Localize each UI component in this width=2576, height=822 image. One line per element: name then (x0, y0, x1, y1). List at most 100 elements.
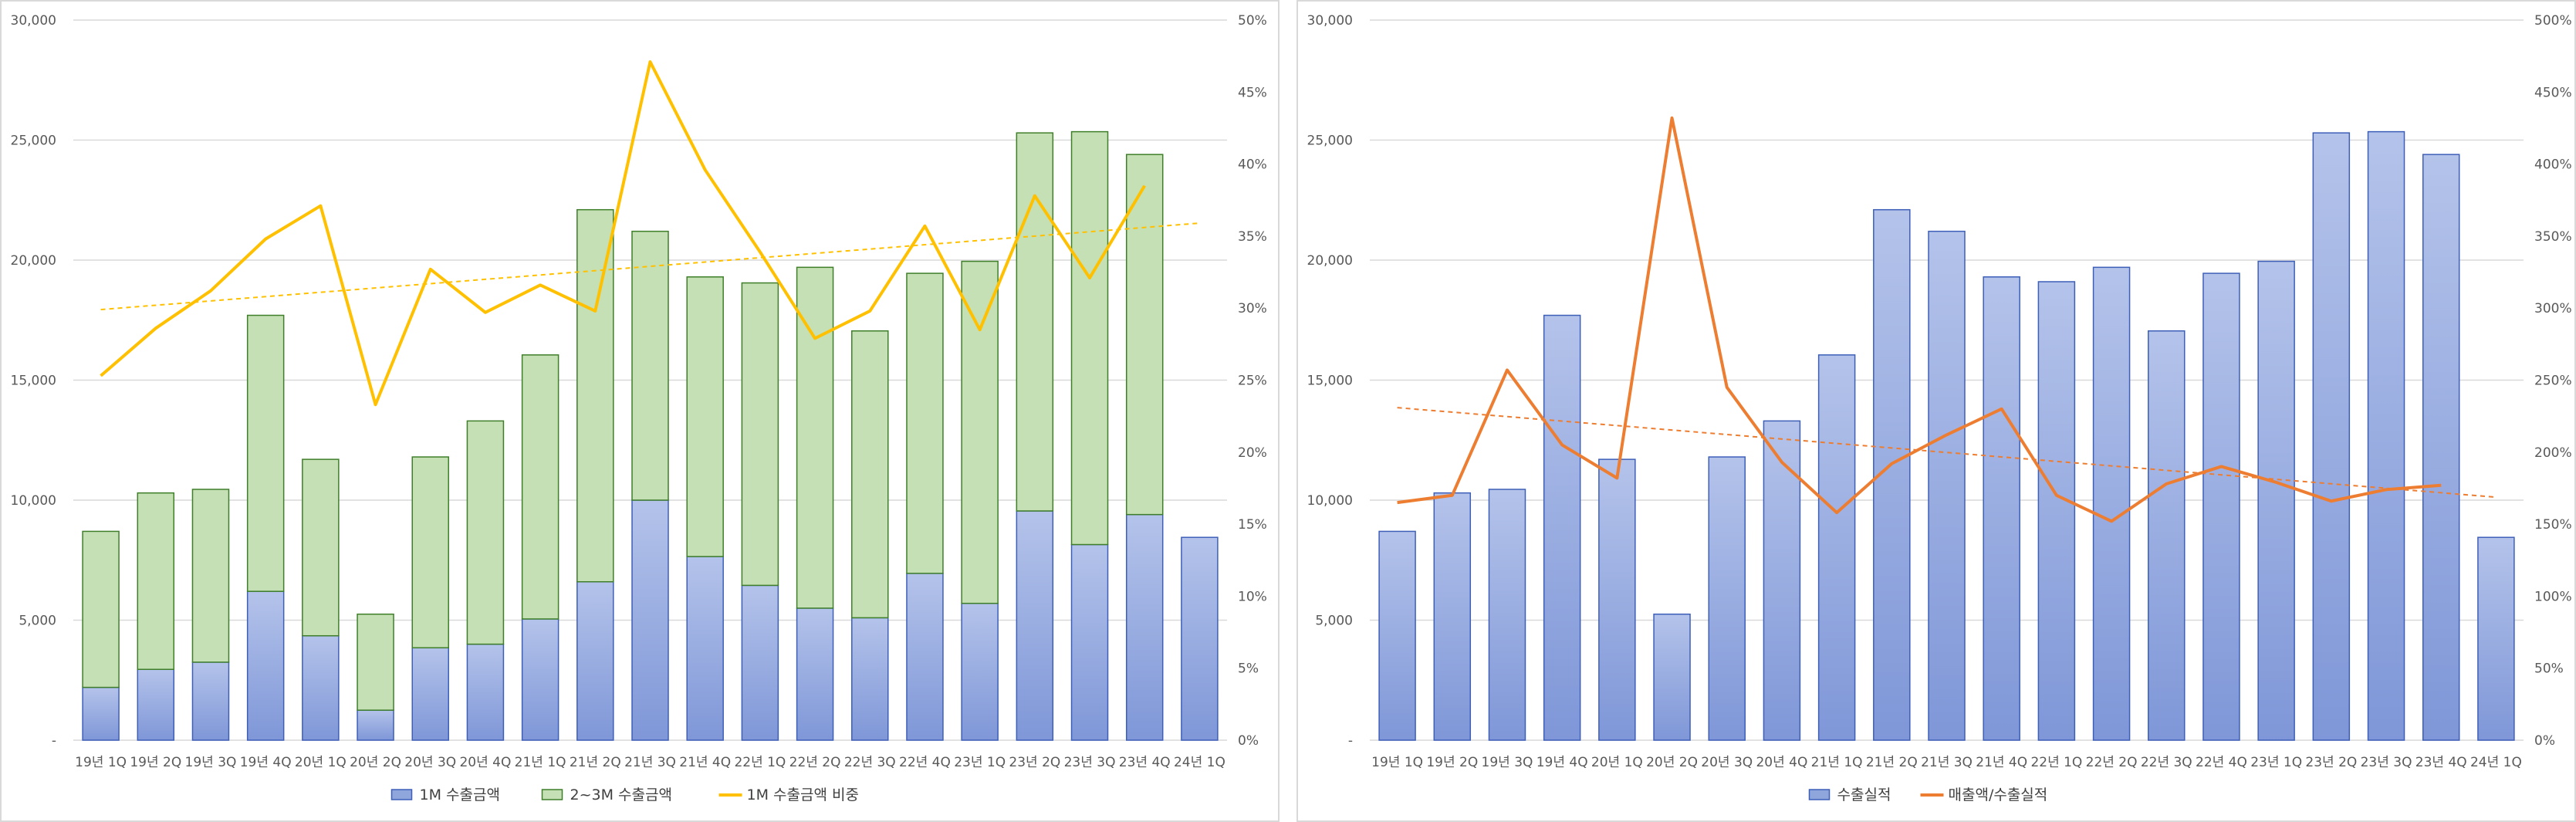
bar (191, 661, 230, 741)
y-left-tick-label: 10,000 (11, 493, 56, 509)
x-tick-label: 20년 3Q (1701, 755, 1753, 770)
y-right-tick-label: 500% (2534, 13, 2572, 29)
y-right-tick-label: 350% (2534, 229, 2572, 245)
legend: 1M 수출금액 2~3M 수출금액 1M 수출금액 비중 (390, 786, 859, 803)
y-right-tick-label: 300% (2534, 301, 2572, 316)
bar (411, 456, 449, 649)
bar (851, 330, 889, 619)
legend-label: 수출실적 (1837, 786, 1891, 803)
bar (631, 499, 669, 741)
y-right-tick-label: 400% (2534, 157, 2572, 173)
x-tick-label: 21년 4Q (1976, 755, 2027, 770)
y-left-tick-label: 10,000 (1307, 493, 1353, 509)
bar (2257, 260, 2295, 741)
x-tick-label: 22년 1Q (2030, 755, 2082, 770)
legend-label: 2~3M 수출금액 (570, 786, 672, 803)
y-right-tick-label: 100% (2534, 589, 2572, 604)
line-series (1397, 116, 2442, 523)
x-tick-label: 23년 3Q (2361, 755, 2412, 770)
x-tick-label: 22년 4Q (2196, 755, 2247, 770)
bar-series (82, 499, 1219, 741)
bar (466, 420, 505, 645)
left-chart-panel: - 5,000 10,000 15,000 20,000 25,000 30,000 0% 5%… (0, 0, 1280, 822)
bar (1125, 513, 1164, 741)
y-left-tick-label: 5,000 (19, 614, 56, 629)
y-left-tick-label: 30,000 (11, 13, 56, 29)
y-right-tick-label: 15% (1238, 517, 1267, 533)
legend-swatch (541, 789, 563, 800)
bar (961, 260, 999, 604)
bar (137, 492, 175, 671)
bar (1488, 489, 1526, 741)
bar (2092, 266, 2131, 741)
x-tick-label: 20년 3Q (404, 755, 456, 770)
bar (1181, 536, 1219, 741)
x-tick-label: 21년 3Q (624, 755, 676, 770)
bar (576, 580, 614, 741)
bar (1016, 510, 1054, 741)
bar (796, 607, 834, 741)
x-tick-label: 20년 2Q (350, 755, 401, 770)
bar (1070, 543, 1109, 741)
bar (82, 530, 120, 688)
y-right-tick-label: 0% (1238, 733, 1259, 749)
y-right-tick-label: 50% (2534, 661, 2564, 677)
bar (1016, 132, 1054, 512)
bar (1983, 276, 2020, 741)
bar (631, 230, 669, 501)
bar (2037, 281, 2076, 741)
x-tick-label: 19년 1Q (1371, 755, 1423, 770)
x-tick-label: 22년 3Q (844, 755, 896, 770)
x-tick-label: 22년 2Q (2086, 755, 2138, 770)
legend-label: 매출액/수출실적 (1949, 786, 2048, 803)
x-tick-label: 23년 4Q (1119, 755, 1171, 770)
legend-label: 1M 수출금액 (420, 786, 500, 803)
x-tick-label: 19년 2Q (1426, 755, 1478, 770)
x-tick-label: 20년 1Q (1591, 755, 1643, 770)
bar (302, 634, 340, 741)
bar (906, 272, 944, 574)
y-right-tick-label: 50% (1238, 13, 1267, 29)
bar (2422, 154, 2460, 741)
bar (2367, 130, 2405, 741)
bar (851, 617, 889, 741)
bar (246, 314, 285, 592)
y-right-tick-label: 200% (2534, 445, 2572, 461)
bar (741, 282, 779, 587)
y-left-tick-label: 30,000 (1307, 13, 1353, 29)
trendline (1397, 407, 2497, 499)
x-tick-label: 19년 4Q (240, 755, 292, 770)
y-right-tick-label: 45% (1238, 85, 1267, 100)
y-left-tick-label: 15,000 (11, 374, 56, 389)
bar (1708, 456, 1746, 741)
bar (1543, 314, 1581, 741)
bar (1070, 130, 1109, 546)
bar (741, 584, 779, 741)
bar (521, 354, 559, 620)
bar (246, 590, 285, 741)
y-left-tick-label: - (52, 733, 56, 749)
y-right-tick-label: 25% (1238, 374, 1267, 389)
bar (906, 573, 944, 741)
bar (1378, 530, 1416, 741)
bar (82, 686, 120, 741)
legend-label: 1M 수출금액 비중 (747, 786, 859, 803)
legend-swatch (1808, 789, 1831, 800)
bar (1653, 613, 1691, 741)
y-right-tick-label: 250% (2534, 374, 2572, 389)
bar (302, 458, 340, 637)
y-left-tick-label: 15,000 (1307, 374, 1353, 389)
y-left-tick-label: 25,000 (1307, 134, 1353, 149)
y-left-tick-label: 25,000 (11, 134, 56, 149)
y-right-tick-label: 5% (1238, 661, 1259, 677)
bar (521, 618, 559, 741)
y-right-tick-label: 150% (2534, 517, 2572, 533)
y-right-tick-label: 20% (1238, 445, 1267, 461)
x-tick-label: 21년 4Q (679, 755, 731, 770)
y-right-tick-label: 40% (1238, 157, 1267, 173)
x-tick-label: 23년 2Q (2305, 755, 2357, 770)
y-right-tick-label: 0% (2534, 733, 2555, 749)
bar (1763, 420, 1801, 741)
x-tick-label: 23년 2Q (1009, 755, 1060, 770)
bar (137, 668, 175, 741)
